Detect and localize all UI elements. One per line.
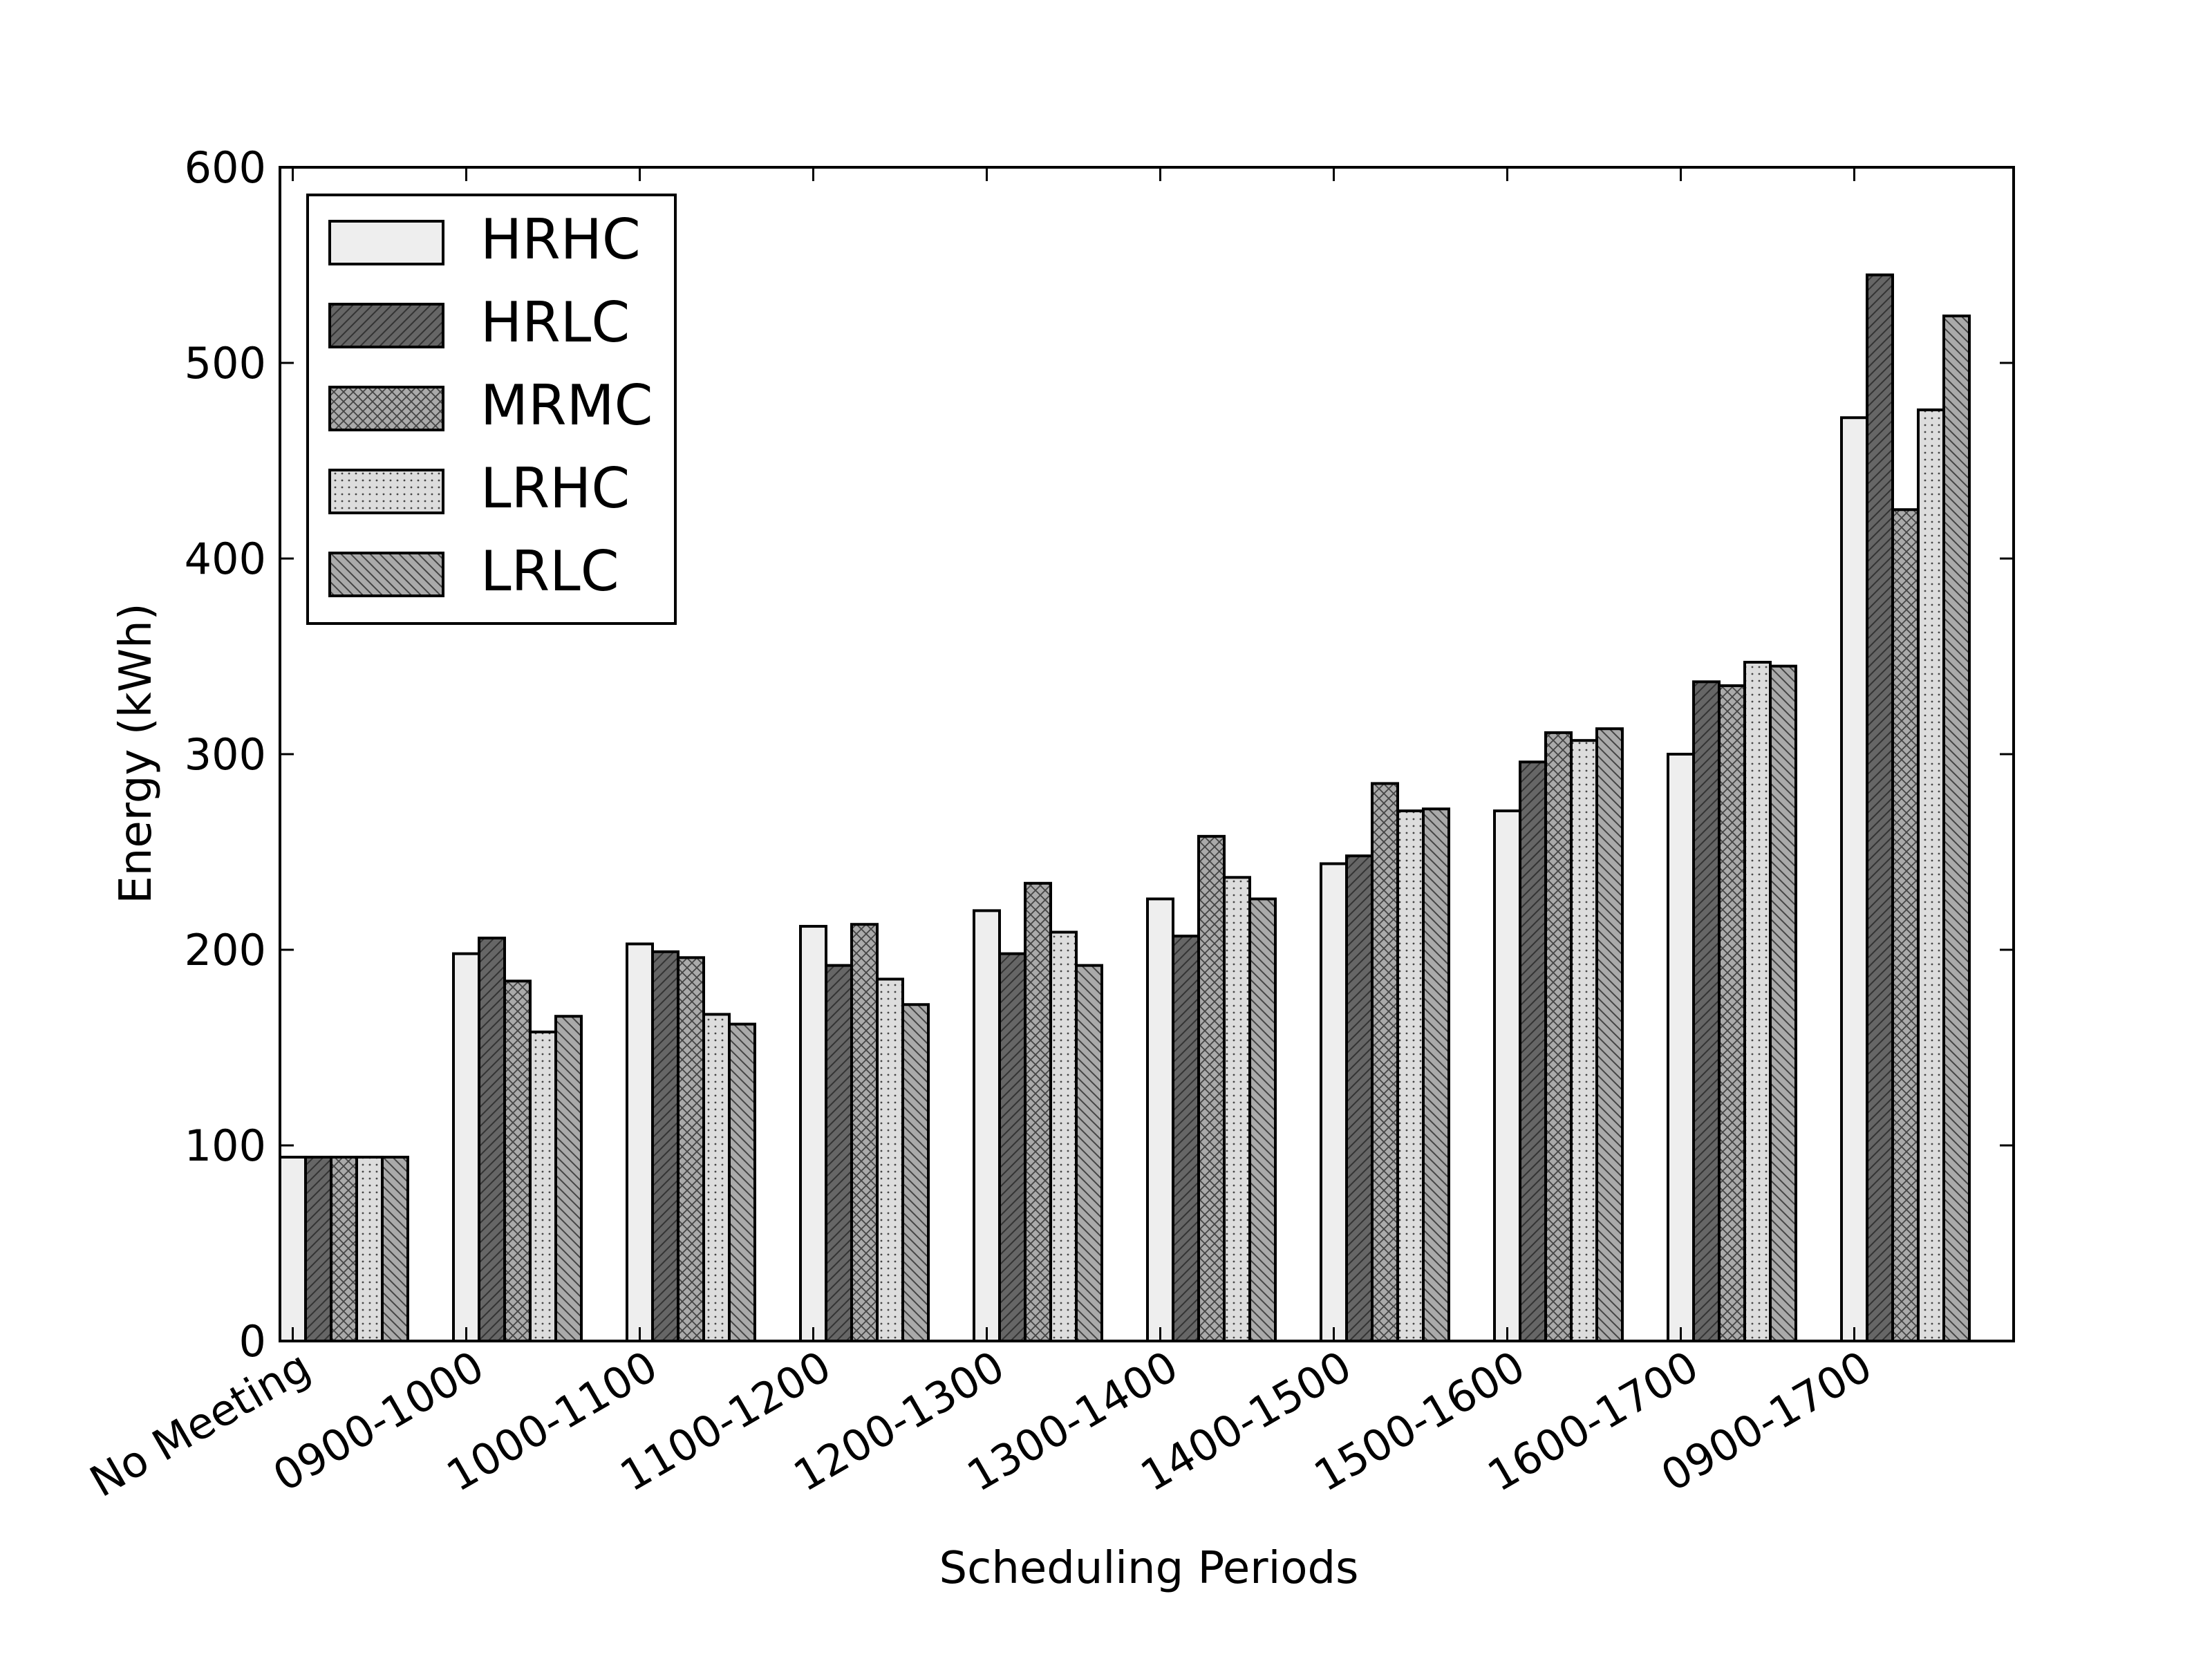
bar-lrhc-7 (1570, 739, 1598, 1342)
bar-hrlc-4 (998, 952, 1027, 1343)
bar-hrhc-2 (626, 942, 654, 1342)
bar-mrmc-1 (503, 980, 532, 1342)
bar-hrlc-8 (1692, 680, 1721, 1342)
legend-swatch-hrhc (328, 220, 444, 265)
bar-lrlc-5 (1248, 897, 1277, 1343)
legend-swatch-lrhc (328, 469, 444, 514)
bar-hrlc-3 (825, 964, 853, 1342)
bar-lrhc-0 (355, 1155, 384, 1342)
legend-swatch-lrlc (328, 552, 444, 597)
bar-lrlc-8 (1769, 664, 1797, 1342)
bar-mrmc-9 (1891, 508, 1920, 1342)
bar-mrmc-3 (850, 923, 879, 1342)
bar-hrhc-1 (452, 952, 480, 1343)
bar-lrlc-4 (1075, 964, 1103, 1342)
bar-hrhc-6 (1320, 862, 1348, 1342)
bar-mrmc-6 (1371, 782, 1399, 1342)
bar-lrlc-1 (554, 1015, 583, 1342)
bar-hrhc-7 (1493, 809, 1521, 1342)
bars-group (279, 273, 1971, 1343)
legend-swatch-mrmc (328, 386, 444, 431)
y-tick-label: 0 (239, 1316, 266, 1367)
bar-hrhc-3 (799, 925, 827, 1343)
legend-label-lrlc: LRLC (480, 539, 619, 603)
bar-lrhc-2 (702, 1013, 731, 1342)
bar-mrmc-7 (1544, 731, 1573, 1342)
bar-lrhc-1 (529, 1030, 557, 1342)
y-tick-label: 600 (185, 142, 266, 193)
bar-lrhc-3 (876, 977, 904, 1342)
bar-hrhc-5 (1146, 897, 1174, 1343)
bar-mrmc-2 (677, 956, 705, 1342)
x-axis-title: Scheduling Periods (939, 1543, 1359, 1594)
bar-hrhc-8 (1667, 753, 1695, 1342)
bar-lrlc-7 (1595, 727, 1624, 1342)
y-tick-label: 400 (185, 534, 266, 584)
bar-mrmc-8 (1718, 684, 1746, 1342)
bar-mrmc-5 (1197, 834, 1226, 1342)
legend: HRHC HRLC MRMC LRHC LRLC (306, 194, 677, 625)
bar-lrlc-2 (728, 1022, 756, 1343)
bar-lrhc-5 (1223, 876, 1251, 1343)
bar-hrhc-4 (973, 909, 1001, 1342)
bar-hrlc-7 (1519, 760, 1547, 1342)
legend-label-lrhc: LRHC (480, 456, 630, 521)
bar-lrlc-6 (1422, 807, 1450, 1342)
legend-label-mrmc: MRMC (480, 373, 653, 438)
bar-lrhc-9 (1917, 408, 1945, 1342)
bar-lrhc-8 (1743, 660, 1772, 1342)
y-tick-label: 500 (185, 338, 266, 388)
bar-lrhc-4 (1049, 930, 1078, 1342)
bar-hrhc-9 (1840, 416, 1868, 1342)
y-tick-label: 100 (185, 1121, 266, 1171)
bar-hrlc-1 (478, 937, 506, 1342)
bar-mrmc-0 (330, 1155, 358, 1342)
bar-lrlc-0 (381, 1155, 409, 1342)
legend-label-hrhc: HRHC (480, 207, 641, 272)
legend-swatch-hrlc (328, 303, 444, 348)
bar-hrlc-9 (1866, 273, 1894, 1342)
bar-hrlc-6 (1345, 854, 1374, 1343)
y-tick-label: 200 (185, 925, 266, 975)
bar-hrlc-5 (1172, 935, 1200, 1342)
bar-hrhc-0 (279, 1155, 307, 1342)
bar-lrlc-3 (901, 1003, 930, 1342)
bar-lrlc-9 (1942, 315, 1971, 1343)
y-axis-title: Energy (kWh) (111, 603, 162, 903)
legend-label-hrlc: HRLC (480, 290, 630, 355)
bar-hrlc-0 (304, 1155, 332, 1342)
bar-lrhc-6 (1396, 809, 1425, 1342)
y-tick-label: 300 (185, 729, 266, 780)
bar-mrmc-4 (1024, 881, 1052, 1342)
bar-hrlc-2 (651, 950, 679, 1342)
